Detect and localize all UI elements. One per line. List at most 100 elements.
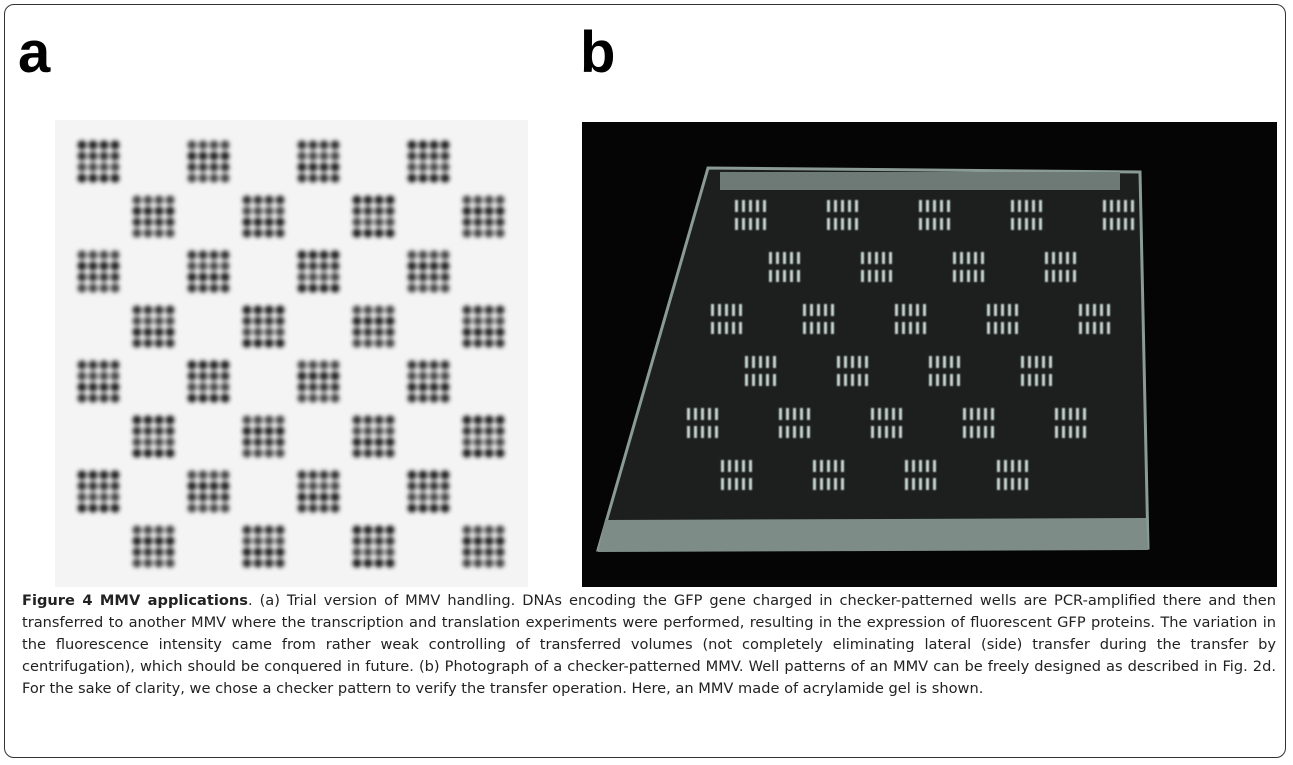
well [77,173,86,182]
well [732,322,735,334]
well [154,448,163,457]
well [88,470,97,479]
well [352,426,361,435]
well [385,448,394,457]
well [926,200,929,212]
well [297,162,306,171]
well [495,426,504,435]
well [198,503,207,512]
well [919,478,922,490]
well [110,503,119,512]
well [198,140,207,149]
well [440,371,449,380]
well [308,382,317,391]
well [1131,218,1134,230]
page: a b Figure 4 MMV applications. (a) Trial… [0,0,1293,765]
well [297,371,306,380]
well [899,426,902,438]
well [264,305,273,314]
well [817,304,820,316]
well [742,460,745,472]
well [1042,356,1045,368]
well [143,217,152,226]
well [773,356,776,368]
well [440,481,449,490]
well [473,448,482,457]
well [330,283,339,292]
well [352,536,361,545]
well [462,327,471,336]
well [484,426,493,435]
well [319,162,328,171]
well [110,140,119,149]
well [154,558,163,567]
well [187,272,196,281]
well [885,426,888,438]
well [154,547,163,556]
well [861,270,864,282]
well [462,338,471,347]
well [220,283,229,292]
well [967,270,970,282]
well [889,252,892,264]
well [919,460,922,472]
well [462,558,471,567]
well [165,338,174,347]
well [807,426,810,438]
well [429,393,438,402]
well [407,173,416,182]
well [407,162,416,171]
well [132,217,141,226]
well [868,270,871,282]
caption-label: Figure 4 [22,592,92,609]
well [752,356,755,368]
well [187,371,196,380]
well [77,151,86,160]
well [220,250,229,259]
well [484,327,493,336]
well [220,360,229,369]
well [429,173,438,182]
well [991,408,994,420]
well [330,371,339,380]
well [902,322,905,334]
well [77,283,86,292]
well [319,250,328,259]
well [484,305,493,314]
well [694,426,697,438]
well [275,415,284,424]
well [154,195,163,204]
well [407,382,416,391]
well [330,382,339,391]
well [352,525,361,534]
well [1025,460,1028,472]
well [319,470,328,479]
well [88,393,97,402]
well [374,316,383,325]
well [1107,322,1110,334]
well [319,503,328,512]
well [385,316,394,325]
well [187,140,196,149]
well [756,218,759,230]
well [987,304,990,316]
well [429,283,438,292]
well [88,173,97,182]
well [99,173,108,182]
well [865,356,868,368]
well [933,218,936,230]
well [77,261,86,270]
well [834,478,837,490]
well [363,426,372,435]
well [1039,218,1042,230]
well [800,408,803,420]
well [143,316,152,325]
well [363,448,372,457]
well [264,195,273,204]
well [926,478,929,490]
well [923,304,926,316]
well [132,525,141,534]
well [253,547,262,556]
well [385,195,394,204]
well [275,448,284,457]
